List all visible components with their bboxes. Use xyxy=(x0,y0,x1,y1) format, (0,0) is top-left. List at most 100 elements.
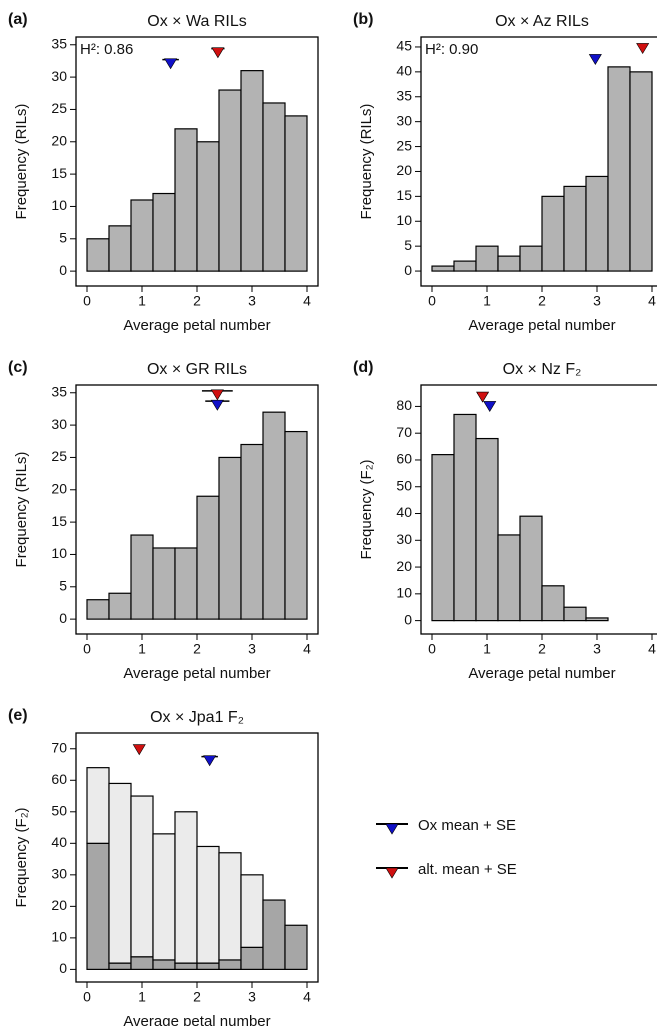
mean-marker xyxy=(164,58,178,70)
y-tick-label: 10 xyxy=(51,197,67,213)
y-axis-label: Frequency (RILs) xyxy=(13,452,30,568)
x-tick-label: 4 xyxy=(303,989,311,1005)
y-tick-label: 5 xyxy=(59,229,67,245)
y-tick-label: 20 xyxy=(51,132,67,148)
y-axis-label: Frequency (F₂) xyxy=(358,459,375,559)
annotation: H²: 0.86 xyxy=(80,41,133,58)
bar xyxy=(86,599,110,620)
x-tick-label: 0 xyxy=(83,293,91,309)
panel-label: (e) xyxy=(8,707,28,724)
mean-marker xyxy=(203,755,217,767)
y-tick-label: 20 xyxy=(51,480,67,496)
bar xyxy=(86,238,110,272)
bar xyxy=(196,141,220,272)
y-tick-label: 30 xyxy=(51,68,67,84)
x-tick-label: 4 xyxy=(303,293,311,309)
y-tick-label: 25 xyxy=(51,448,67,464)
x-tick-label: 3 xyxy=(248,293,256,309)
annotation: H²: 0.90 xyxy=(425,41,478,58)
bar xyxy=(174,962,198,970)
bar xyxy=(218,89,242,272)
bar xyxy=(196,845,220,964)
bar xyxy=(262,899,286,970)
y-tick-label: 25 xyxy=(51,100,67,116)
y-tick-label: 0 xyxy=(404,611,412,627)
bar xyxy=(585,175,609,272)
x-tick-label: 2 xyxy=(538,641,546,657)
panel-label: (d) xyxy=(353,359,373,376)
y-tick-label: 15 xyxy=(51,513,67,529)
y-tick-label: 40 xyxy=(396,504,412,520)
y-tick-label: 15 xyxy=(396,187,412,203)
bar xyxy=(541,195,565,272)
bar xyxy=(152,959,176,970)
chart-title: Ox × Jpa1 F₂ xyxy=(150,709,244,726)
mean-marker xyxy=(483,401,497,412)
x-tick-label: 0 xyxy=(428,293,436,309)
x-axis-label: Average petal number xyxy=(123,1013,270,1026)
y-tick-label: 20 xyxy=(396,558,412,574)
bar xyxy=(497,534,521,622)
bar xyxy=(240,70,264,272)
panel: (e) Ox × Jpa1 F₂ Average petal number Frequ… xyxy=(8,707,319,1026)
chart-title: Ox × Nz F₂ xyxy=(503,361,582,378)
bar xyxy=(152,833,176,961)
bar xyxy=(196,962,220,970)
bar xyxy=(475,437,499,622)
y-tick-label: 0 xyxy=(59,610,67,626)
bar xyxy=(262,102,286,272)
x-axis-label: Average petal number xyxy=(123,665,270,682)
y-tick-label: 20 xyxy=(396,162,412,178)
mean-marker xyxy=(211,47,225,59)
y-tick-label: 60 xyxy=(396,451,412,467)
x-tick-label: 2 xyxy=(193,293,201,309)
chart-title: Ox × Az RILs xyxy=(495,13,589,30)
y-tick-label: 30 xyxy=(51,866,67,882)
bar xyxy=(196,495,220,620)
bar xyxy=(130,534,154,620)
bar xyxy=(629,71,653,272)
y-tick-label: 35 xyxy=(51,383,67,399)
y-tick-label: 50 xyxy=(51,803,67,819)
y-tick-label: 60 xyxy=(51,771,67,787)
bar xyxy=(174,811,198,964)
chart-title: Ox × GR RILs xyxy=(147,361,247,378)
panel: (c) Ox × GR RILs Average petal number Frequ… xyxy=(8,359,319,682)
y-tick-label: 10 xyxy=(51,545,67,561)
bar xyxy=(174,128,198,272)
y-tick-label: 30 xyxy=(51,416,67,432)
x-tick-label: 0 xyxy=(83,989,91,1005)
panel: (a) Ox × Wa RILs Average petal number Frequ… xyxy=(8,11,319,334)
bar xyxy=(86,842,110,970)
bar xyxy=(519,515,543,622)
bar xyxy=(218,852,242,961)
bar xyxy=(453,260,477,272)
x-tick-label: 1 xyxy=(138,989,146,1005)
x-tick-label: 3 xyxy=(593,293,601,309)
bar xyxy=(218,959,242,970)
legend-label: Ox mean + SE xyxy=(418,817,516,834)
x-tick-label: 1 xyxy=(138,293,146,309)
mean-marker xyxy=(636,43,650,55)
chart-title: Ox × Wa RILs xyxy=(147,13,246,30)
x-tick-label: 4 xyxy=(648,293,656,309)
y-tick-label: 10 xyxy=(51,929,67,945)
x-axis-label: Average petal number xyxy=(123,317,270,334)
bar xyxy=(240,946,264,970)
bar xyxy=(563,185,587,272)
bar xyxy=(108,962,132,970)
x-tick-label: 4 xyxy=(303,641,311,657)
bar xyxy=(475,245,499,272)
mean-marker xyxy=(588,54,602,66)
bar xyxy=(585,617,609,622)
bar xyxy=(108,225,132,272)
legend-marker xyxy=(385,867,399,879)
y-tick-label: 25 xyxy=(396,137,412,153)
y-axis-label: Frequency (RILs) xyxy=(13,104,30,220)
x-tick-label: 2 xyxy=(193,641,201,657)
y-tick-label: 10 xyxy=(396,585,412,601)
bar xyxy=(519,245,543,272)
bar xyxy=(284,924,308,970)
panel-label: (c) xyxy=(8,359,28,376)
bar xyxy=(130,795,154,958)
